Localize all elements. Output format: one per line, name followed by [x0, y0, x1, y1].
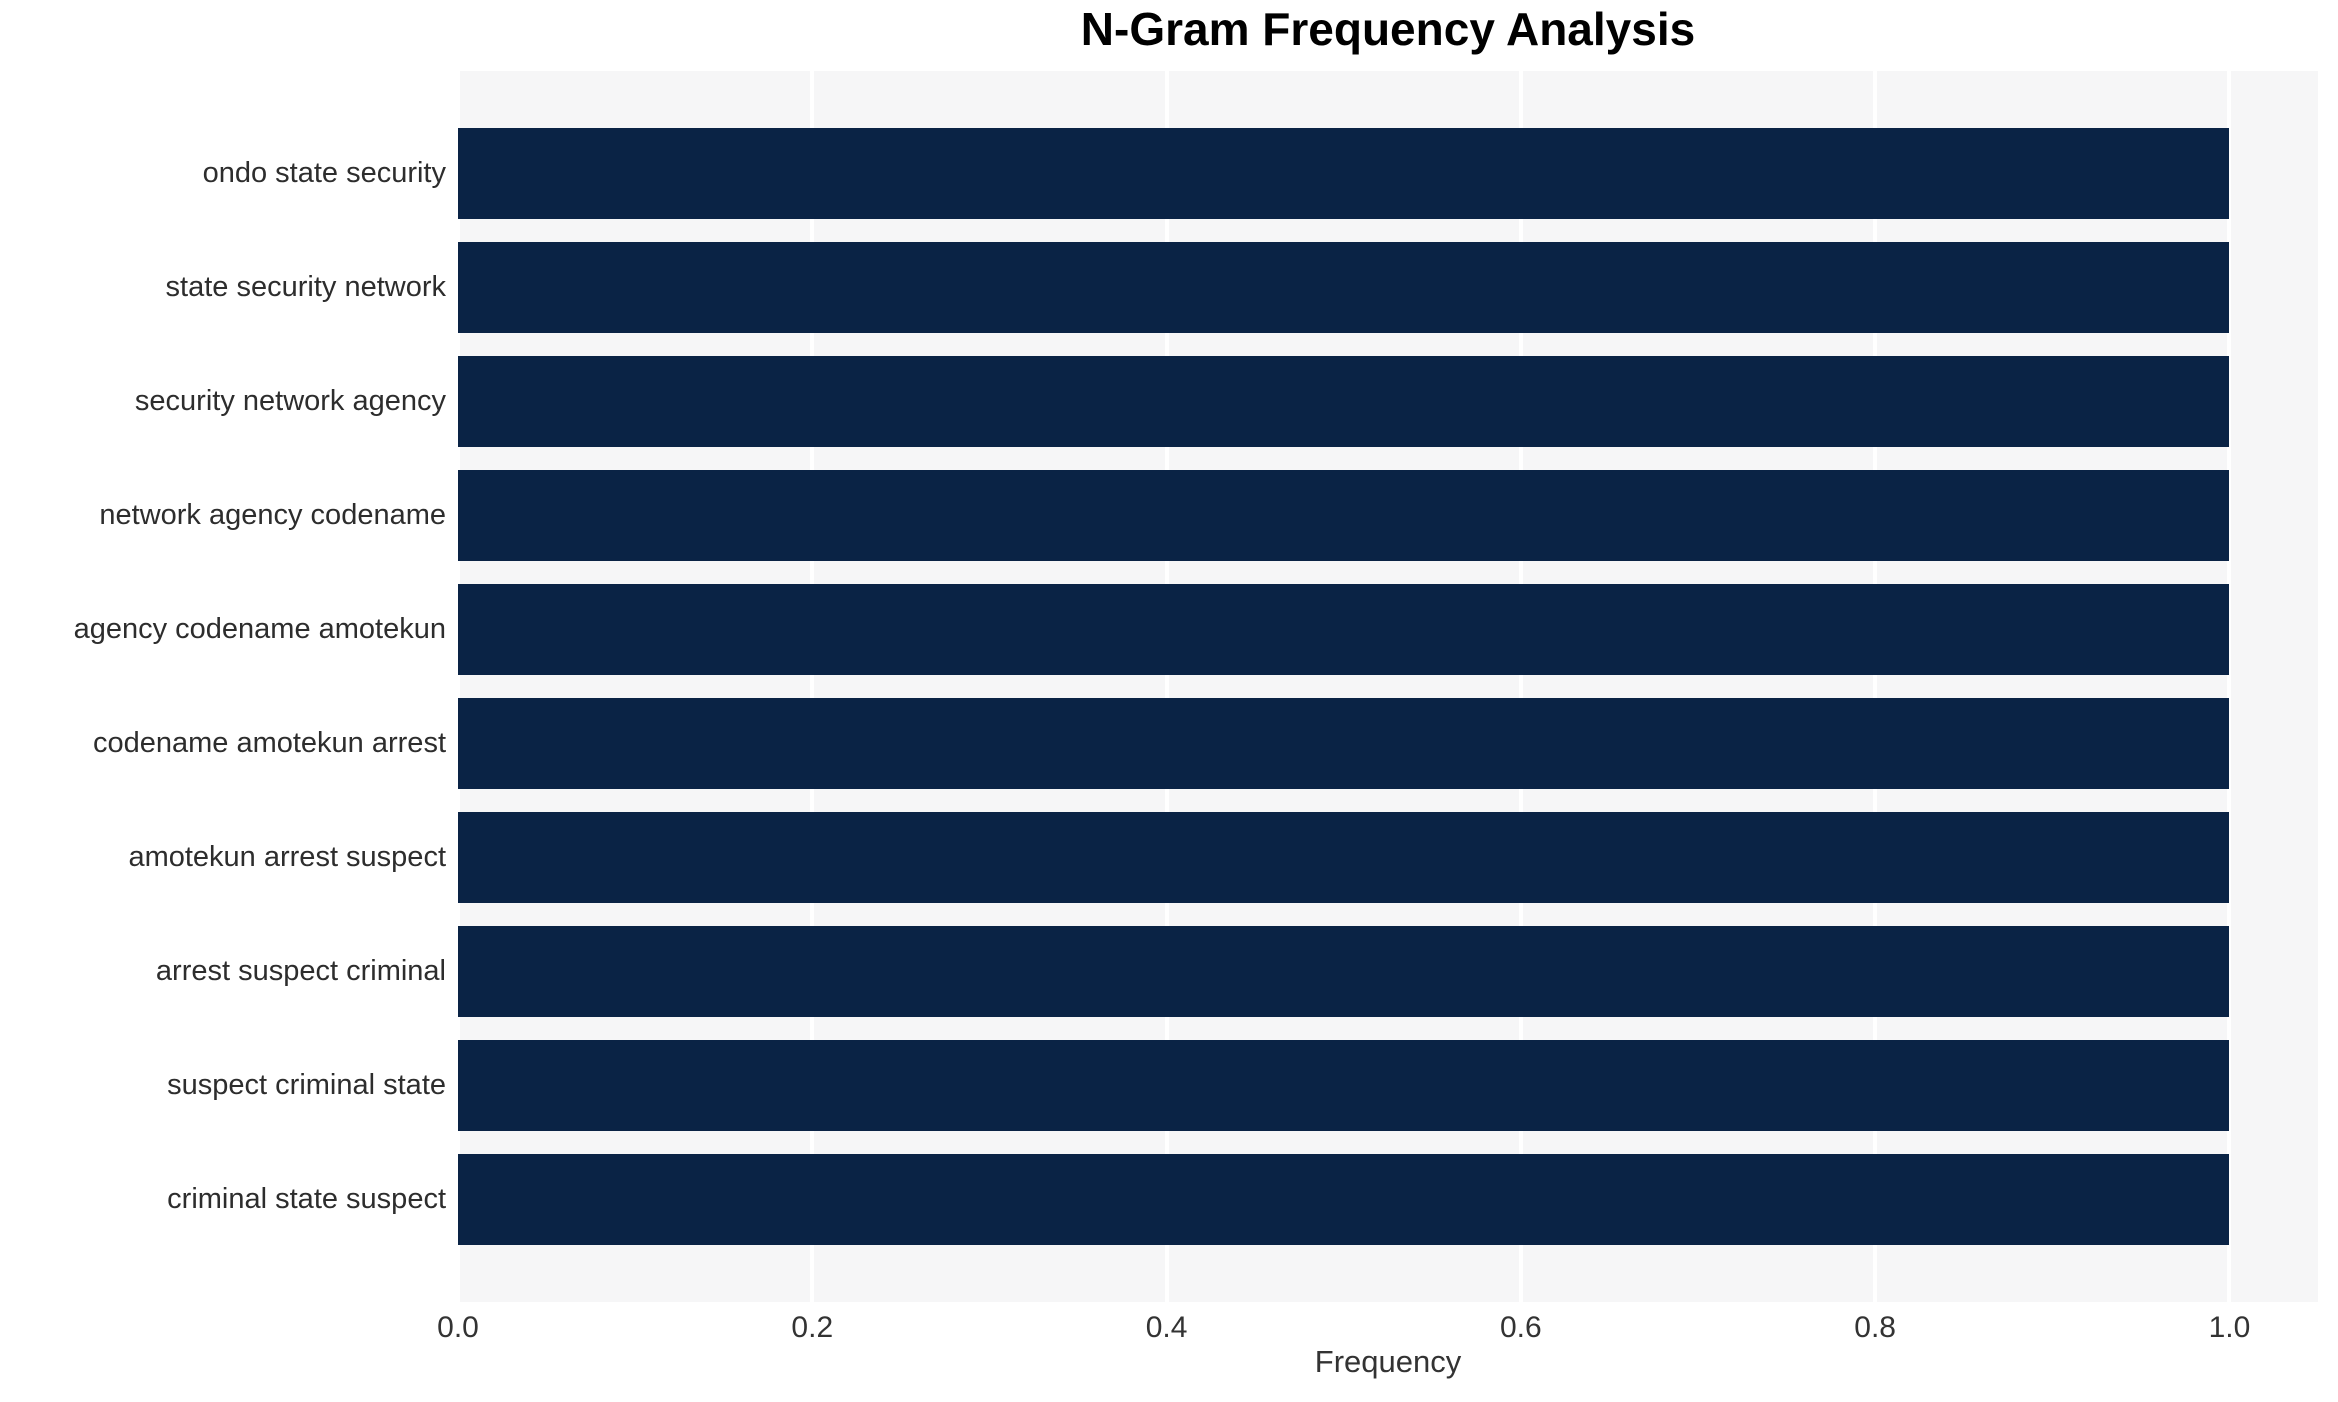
plot-area [458, 71, 2318, 1302]
bar-ondo-state-security [458, 127, 2230, 220]
bar-amotekun-arrest-suspect [458, 811, 2230, 904]
gridline-x-1 [2227, 71, 2232, 1302]
x-tick-1.0: 1.0 [2208, 1311, 2251, 1344]
bar-security-network-agency [458, 355, 2230, 448]
bar-agency-codename-amotekun [458, 583, 2230, 676]
gridline-x-0.2 [810, 71, 815, 1302]
y-label-state-security-network: state security network [165, 271, 446, 304]
bar-network-agency-codename [458, 469, 2230, 562]
y-label-codename-amotekun-arrest: codename amotekun arrest [92, 726, 446, 759]
y-label-security-network-agency: security network agency [134, 385, 446, 418]
chart-title: N-Gram Frequency Analysis [1080, 3, 1696, 55]
y-label-arrest-suspect-criminal: arrest suspect criminal [155, 954, 446, 987]
gridline-x-0.8 [1873, 71, 1878, 1302]
bar-arrest-suspect-criminal [458, 925, 2230, 1018]
y-label-suspect-criminal-state: suspect criminal state [167, 1068, 446, 1101]
x-tick-0.2: 0.2 [791, 1311, 834, 1344]
y-label-ondo-state-security: ondo state security [202, 157, 446, 190]
bar-criminal-state-suspect [458, 1153, 2230, 1245]
y-axis-category-labels: ondo state security state security networ… [0, 71, 446, 1302]
y-label-amotekun-arrest-suspect: amotekun arrest suspect [128, 840, 446, 873]
y-label-network-agency-codename: network agency codename [99, 499, 446, 531]
bar-codename-amotekun-arrest [458, 697, 2230, 790]
gridline-x-0 [458, 71, 460, 1302]
x-tick-0.8: 0.8 [1854, 1311, 1896, 1344]
y-label-criminal-state-suspect: criminal state suspect [167, 1182, 446, 1215]
x-tick-0.4: 0.4 [1145, 1311, 1188, 1344]
x-axis-title: Frequency [1314, 1344, 1462, 1379]
x-axis-tick-labels: 0.0 0.2 0.4 0.6 0.8 1.0 [437, 1311, 2318, 1347]
y-label-agency-codename-amotekun: agency codename amotekun [73, 612, 446, 645]
bar-suspect-criminal-state [458, 1039, 2230, 1131]
bar-state-security-network [458, 241, 2230, 334]
x-tick-0.6: 0.6 [1499, 1311, 1542, 1344]
gridline-x-0.4 [1164, 71, 1169, 1302]
gridline-x-0.6 [1518, 71, 1523, 1302]
x-tick-0.0: 0.0 [437, 1311, 479, 1344]
